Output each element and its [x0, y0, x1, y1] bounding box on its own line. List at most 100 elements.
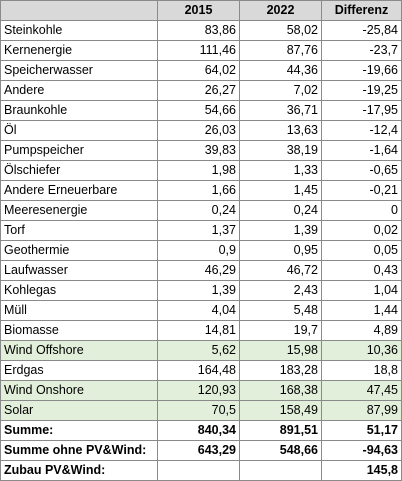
- difference-cell[interactable]: 18,8: [321, 360, 402, 381]
- value-2015-cell[interactable]: 70,5: [157, 400, 240, 421]
- difference-cell[interactable]: -23,7: [321, 40, 402, 61]
- row-label-cell[interactable]: Andere: [0, 80, 158, 101]
- row-label-cell[interactable]: Wind Offshore: [0, 340, 158, 361]
- row-label-cell[interactable]: Geothermie: [0, 240, 158, 261]
- row-label-cell[interactable]: Andere Erneuerbare: [0, 180, 158, 201]
- row-label-cell[interactable]: Kohlegas: [0, 280, 158, 301]
- row-label-cell[interactable]: Steinkohle: [0, 20, 158, 41]
- row-label-cell[interactable]: Laufwasser: [0, 260, 158, 281]
- difference-cell[interactable]: -1,64: [321, 140, 402, 161]
- value-2022-cell[interactable]: 15,98: [239, 340, 322, 361]
- value-2015-cell[interactable]: 64,02: [157, 60, 240, 81]
- value-2022-cell[interactable]: 87,76: [239, 40, 322, 61]
- difference-cell[interactable]: 87,99: [321, 400, 402, 421]
- value-2015-cell[interactable]: 1,37: [157, 220, 240, 241]
- value-2015-cell[interactable]: 0,9: [157, 240, 240, 261]
- value-2015-cell[interactable]: 1,66: [157, 180, 240, 201]
- row-label-cell[interactable]: Speicherwasser: [0, 60, 158, 81]
- value-2022-cell[interactable]: 19,7: [239, 320, 322, 341]
- value-2022-cell[interactable]: 1,33: [239, 160, 322, 181]
- value-2015-cell[interactable]: [157, 460, 240, 481]
- row-label-cell[interactable]: Biomasse: [0, 320, 158, 341]
- difference-cell[interactable]: -12,4: [321, 120, 402, 141]
- value-2022-cell[interactable]: 183,28: [239, 360, 322, 381]
- difference-cell[interactable]: -17,95: [321, 100, 402, 121]
- row-label-cell[interactable]: Solar: [0, 400, 158, 421]
- difference-cell[interactable]: -0,65: [321, 160, 402, 181]
- value-2015-cell[interactable]: 1,98: [157, 160, 240, 181]
- value-2022-cell[interactable]: 44,36: [239, 60, 322, 81]
- value-2022-cell[interactable]: 2,43: [239, 280, 322, 301]
- header-cell-differenz[interactable]: Differenz: [321, 0, 402, 21]
- value-2022-cell[interactable]: 58,02: [239, 20, 322, 41]
- difference-cell[interactable]: 145,8: [321, 460, 402, 481]
- row-label-cell[interactable]: Zubau PV&Wind:: [0, 460, 158, 481]
- value-2022-cell[interactable]: 13,63: [239, 120, 322, 141]
- row-label-cell[interactable]: Braunkohle: [0, 100, 158, 121]
- value-2022-cell[interactable]: [239, 460, 322, 481]
- value-2015-cell[interactable]: 1,39: [157, 280, 240, 301]
- value-2015-cell[interactable]: 643,29: [157, 440, 240, 461]
- difference-cell[interactable]: 0,02: [321, 220, 402, 241]
- difference-cell[interactable]: 0,43: [321, 260, 402, 281]
- value-2022-cell[interactable]: 1,45: [239, 180, 322, 201]
- value-2015-cell[interactable]: 54,66: [157, 100, 240, 121]
- difference-cell[interactable]: 0: [321, 200, 402, 221]
- value-2015-cell[interactable]: 46,29: [157, 260, 240, 281]
- value-2015-cell[interactable]: 83,86: [157, 20, 240, 41]
- value-2015-cell[interactable]: 111,46: [157, 40, 240, 61]
- value-2015-cell[interactable]: 164,48: [157, 360, 240, 381]
- row-label-cell[interactable]: Öl: [0, 120, 158, 141]
- value-2015-cell[interactable]: 14,81: [157, 320, 240, 341]
- row-label-cell[interactable]: Wind Onshore: [0, 380, 158, 401]
- row-label-cell[interactable]: Kernenergie: [0, 40, 158, 61]
- value-2022-cell[interactable]: 158,49: [239, 400, 322, 421]
- difference-cell[interactable]: 0,05: [321, 240, 402, 261]
- row-label-cell[interactable]: Müll: [0, 300, 158, 321]
- value-2015-cell[interactable]: 4,04: [157, 300, 240, 321]
- difference-cell[interactable]: 51,17: [321, 420, 402, 441]
- value-2022-cell[interactable]: 7,02: [239, 80, 322, 101]
- row-label-cell[interactable]: Summe:: [0, 420, 158, 441]
- value-2015-cell[interactable]: 0,24: [157, 200, 240, 221]
- header-cell-2022[interactable]: 2022: [239, 0, 322, 21]
- value-2022-cell[interactable]: 1,39: [239, 220, 322, 241]
- header-cell-2015[interactable]: 2015: [157, 0, 240, 21]
- value-2022-cell[interactable]: 168,38: [239, 380, 322, 401]
- value-2015-cell[interactable]: 5,62: [157, 340, 240, 361]
- difference-cell[interactable]: -94,63: [321, 440, 402, 461]
- value-2022-cell[interactable]: 0,95: [239, 240, 322, 261]
- difference-cell[interactable]: -19,66: [321, 60, 402, 81]
- value-2015-cell[interactable]: 840,34: [157, 420, 240, 441]
- value-2015-cell[interactable]: 26,27: [157, 80, 240, 101]
- difference-cell[interactable]: -0,21: [321, 180, 402, 201]
- row-label-cell[interactable]: Meeresenergie: [0, 200, 158, 221]
- value-2022-cell[interactable]: 891,51: [239, 420, 322, 441]
- value-2022-cell[interactable]: 5,48: [239, 300, 322, 321]
- value-2022-cell[interactable]: 548,66: [239, 440, 322, 461]
- value-2022-cell[interactable]: 36,71: [239, 100, 322, 121]
- difference-cell[interactable]: -19,25: [321, 80, 402, 101]
- row-label-cell[interactable]: Torf: [0, 220, 158, 241]
- header-row: 2015 2022 Differenz: [0, 0, 402, 21]
- difference-cell[interactable]: 1,44: [321, 300, 402, 321]
- difference-cell[interactable]: 4,89: [321, 320, 402, 341]
- table-row: Meeresenergie 0,24 0,24 0: [0, 200, 402, 221]
- difference-cell[interactable]: 47,45: [321, 380, 402, 401]
- value-2015-cell[interactable]: 26,03: [157, 120, 240, 141]
- table-row: Torf 1,37 1,39 0,02: [0, 220, 402, 241]
- difference-cell[interactable]: 10,36: [321, 340, 402, 361]
- value-2022-cell[interactable]: 46,72: [239, 260, 322, 281]
- value-2015-cell[interactable]: 39,83: [157, 140, 240, 161]
- row-label-cell[interactable]: Ölschiefer: [0, 160, 158, 181]
- row-label-cell[interactable]: Pumpspeicher: [0, 140, 158, 161]
- header-cell-label[interactable]: [0, 0, 158, 21]
- value-2022-cell[interactable]: 0,24: [239, 200, 322, 221]
- value-2022-cell[interactable]: 38,19: [239, 140, 322, 161]
- difference-cell[interactable]: 1,04: [321, 280, 402, 301]
- value-2015-cell[interactable]: 120,93: [157, 380, 240, 401]
- row-label-cell[interactable]: Erdgas: [0, 360, 158, 381]
- table-row: Öl 26,03 13,63 -12,4: [0, 120, 402, 141]
- difference-cell[interactable]: -25,84: [321, 20, 402, 41]
- row-label-cell[interactable]: Summe ohne PV&Wind:: [0, 440, 158, 461]
